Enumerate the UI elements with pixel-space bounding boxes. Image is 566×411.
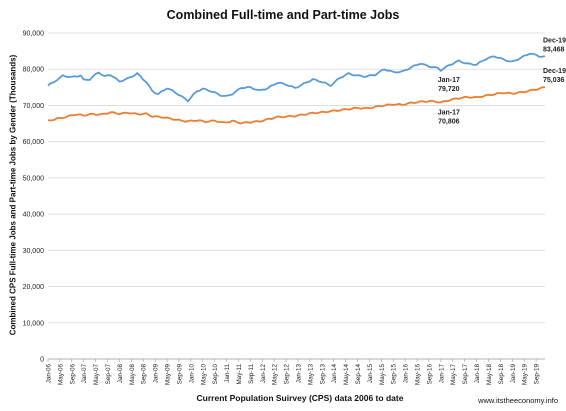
x-tick-label: Sep-10 bbox=[212, 364, 219, 385]
data-label-value: 75,036 bbox=[543, 77, 565, 84]
x-tick-label: Sep-16 bbox=[426, 364, 433, 385]
x-tick-label: May-10 bbox=[200, 364, 207, 385]
x-tick-label: May-17 bbox=[450, 364, 457, 385]
y-tick-label: 10,000 bbox=[23, 320, 45, 327]
x-tick-label: Jan-18 bbox=[474, 364, 481, 384]
x-tick-label: Jan-08 bbox=[117, 364, 124, 384]
x-tick-label: May-12 bbox=[272, 364, 279, 385]
x-tick-label: May-11 bbox=[236, 364, 243, 385]
x-tick-label: Sep-12 bbox=[284, 364, 291, 385]
x-tick-label: Sep-09 bbox=[176, 364, 183, 385]
x-tick-label: Sep-06 bbox=[69, 364, 76, 385]
x-tick-label: Jan-15 bbox=[367, 364, 374, 384]
x-tick-label: Jan-14 bbox=[331, 364, 338, 384]
x-tick-label: Sep-18 bbox=[498, 364, 505, 385]
data-label-date: Dec-19 bbox=[543, 38, 566, 45]
y-tick-label: 80,000 bbox=[23, 67, 45, 74]
x-tick-label: Jan-13 bbox=[295, 364, 302, 384]
source-note: www.itstheeconomy.info bbox=[478, 396, 558, 405]
x-tick-label: Jan-07 bbox=[81, 364, 88, 384]
x-tick-label: Sep-17 bbox=[462, 364, 469, 385]
data-label-value: 83,468 bbox=[543, 47, 565, 54]
x-tick-label: Sep-08 bbox=[141, 364, 148, 385]
x-tick-label: May-09 bbox=[165, 364, 172, 385]
x-tick-label: May-08 bbox=[129, 364, 136, 385]
x-tick-label: Jan-16 bbox=[403, 364, 410, 384]
x-tick-label: May-06 bbox=[57, 364, 64, 385]
x-tick-label: Jan-09 bbox=[153, 364, 160, 384]
x-tick-label: Sep-13 bbox=[319, 364, 326, 385]
chart-title: Combined Full-time and Part-time Jobs bbox=[166, 8, 400, 22]
y-tick-label: 0 bbox=[40, 357, 44, 364]
x-axis-label: Current Population Suirvey (CPS) data 20… bbox=[196, 393, 404, 403]
x-tick-label: May-15 bbox=[379, 364, 386, 385]
x-tick-label: Sep-19 bbox=[534, 364, 541, 385]
x-tick-label: Jan-11 bbox=[224, 364, 231, 383]
x-tick-label: Jan-06 bbox=[46, 364, 53, 384]
x-tick-label: May-19 bbox=[522, 364, 529, 385]
x-tick-label: Jan-17 bbox=[438, 364, 445, 384]
y-tick-label: 20,000 bbox=[23, 284, 45, 291]
x-tick-label: Jan-10 bbox=[188, 364, 195, 384]
y-tick-label: 60,000 bbox=[23, 139, 45, 146]
series-line-2 bbox=[47, 86, 545, 125]
x-tick-label: May-13 bbox=[307, 364, 314, 385]
x-tick-label: Jan-19 bbox=[510, 364, 517, 384]
x-tick-label: May-16 bbox=[415, 364, 422, 385]
x-tick-label: Sep-15 bbox=[391, 364, 398, 385]
data-label-date: Jan-17 bbox=[438, 77, 460, 84]
y-tick-label: 90,000 bbox=[23, 31, 45, 38]
y-tick-label: 50,000 bbox=[23, 175, 45, 182]
x-tick-label: Jan-12 bbox=[260, 364, 267, 384]
y-tick-label: 70,000 bbox=[23, 103, 45, 110]
data-label-date: Dec-19 bbox=[543, 68, 566, 75]
x-tick-label: Sep-11 bbox=[248, 364, 255, 384]
x-tick-label: May-07 bbox=[93, 364, 100, 385]
y-tick-label: 40,000 bbox=[23, 212, 45, 219]
x-tick-label: May-18 bbox=[486, 364, 493, 385]
x-tick-label: Sep-07 bbox=[105, 364, 112, 385]
x-tick-label: Sep-14 bbox=[355, 364, 362, 385]
data-label-value: 70,806 bbox=[438, 119, 460, 126]
x-tick-label: May-14 bbox=[343, 364, 350, 385]
y-tick-label: 30,000 bbox=[23, 248, 45, 255]
data-label-date: Jan-17 bbox=[438, 110, 460, 117]
series-line-1 bbox=[47, 52, 546, 103]
data-label-value: 79,720 bbox=[438, 86, 460, 93]
